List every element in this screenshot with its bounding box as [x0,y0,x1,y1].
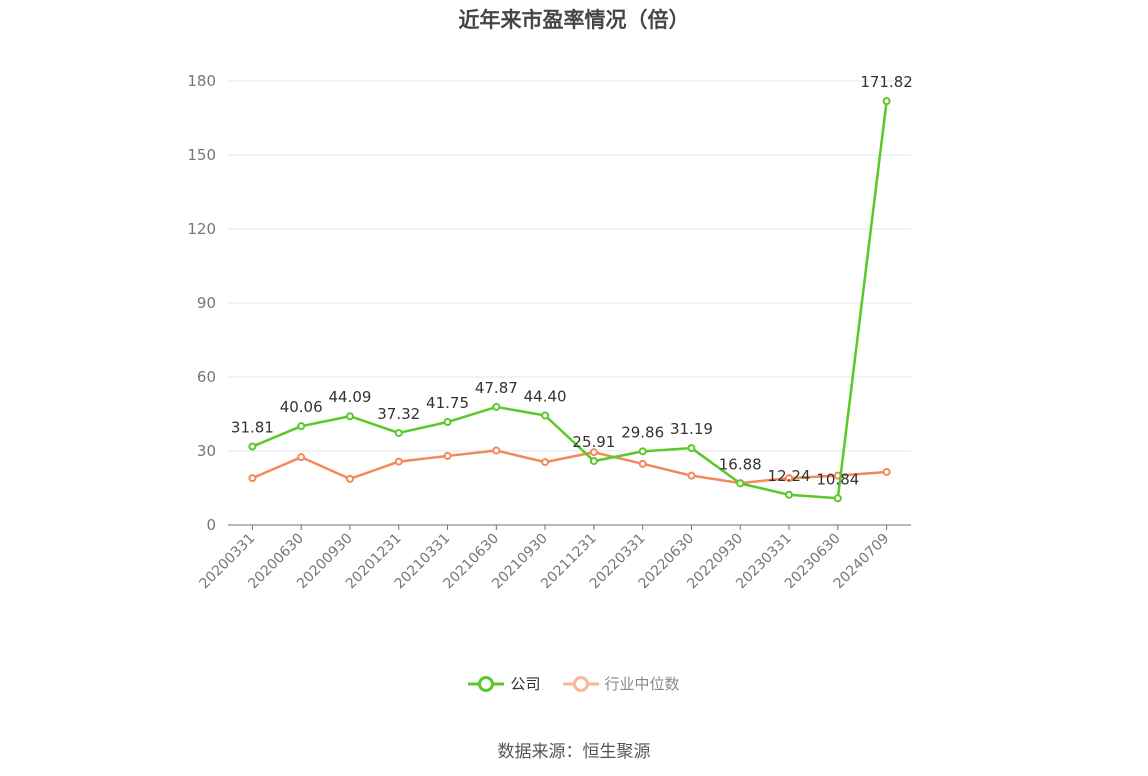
line-chart: 0 30 60 90 120 150 180 20200331202006302020093… [187,72,913,592]
y-tick-label: 150 [187,146,216,164]
legend-industry-label: 行业中位数 [604,675,680,693]
data-label: 31.19 [670,420,713,438]
data-point-industry[interactable] [882,467,891,476]
data-point-company[interactable] [492,402,501,411]
y-tick-label: 30 [197,442,216,460]
y-tick-label: 60 [197,368,216,386]
data-label: 41.75 [426,394,469,412]
data-point-company[interactable] [736,479,745,488]
data-point-industry[interactable] [443,451,452,460]
data-label: 37.32 [377,405,420,423]
data-point-company[interactable] [541,411,550,420]
y-tick-label: 120 [187,220,216,238]
data-label: 171.82 [860,73,913,91]
y-tick-label: 90 [197,294,216,312]
data-point-company[interactable] [833,494,842,503]
series-layer [248,97,891,503]
series-line-company [251,101,888,500]
data-point-industry[interactable] [687,471,696,480]
data-point-industry[interactable] [394,457,403,466]
legend-company-marker-icon [468,675,505,692]
data-point-company[interactable] [882,97,891,106]
data-label: 12.24 [768,467,811,485]
grid-lines [228,80,911,452]
data-label: 10.84 [816,470,859,488]
data-label: 44.09 [328,388,371,406]
data-label: 16.88 [719,455,762,473]
data-point-company[interactable] [638,447,647,456]
data-source: 数据来源：恒生聚源 [497,742,651,762]
data-point-company[interactable] [297,422,306,431]
data-label: 31.81 [231,419,274,437]
data-label: 25.91 [572,433,615,451]
y-tick-label: 0 [206,516,216,534]
data-point-company[interactable] [394,428,403,437]
legend-item-industry[interactable]: 行业中位数 [562,673,680,694]
data-point-industry[interactable] [785,474,794,483]
data-point-company[interactable] [785,490,794,499]
data-point-industry[interactable] [345,474,354,483]
data-point-company[interactable] [345,412,354,421]
series-line-industry [251,449,887,485]
y-tick-label: 180 [187,72,216,90]
data-labels: 31.81 40.06 44.09 37.32 41.75 47.87 44.40 25.91… [231,73,913,488]
y-axis: 0 30 60 90 120 150 180 [187,72,216,534]
data-point-industry[interactable] [248,474,257,483]
data-point-company[interactable] [248,442,257,451]
data-label: 47.87 [475,379,518,397]
data-point-company[interactable] [589,457,598,466]
data-point-company[interactable] [443,418,452,427]
data-label: 40.06 [280,398,323,416]
data-point-industry[interactable] [297,453,306,462]
legend: 公司 行业中位数 [0,673,1148,694]
chart-title: 近年来市盈率情况（倍） [458,8,690,32]
data-point-industry[interactable] [492,446,501,455]
data-label: 44.40 [524,387,567,405]
data-point-industry[interactable] [589,448,598,457]
legend-industry-marker-icon [562,675,599,692]
data-point-industry[interactable] [638,459,647,468]
data-label: 29.86 [621,423,664,441]
legend-item-company[interactable]: 公司 [468,673,541,694]
data-point-company[interactable] [687,444,696,453]
data-point-industry[interactable] [541,458,550,467]
x-axis: 2020033120200630202009302020123120210331… [197,524,911,592]
legend-company-label: 公司 [510,675,541,693]
